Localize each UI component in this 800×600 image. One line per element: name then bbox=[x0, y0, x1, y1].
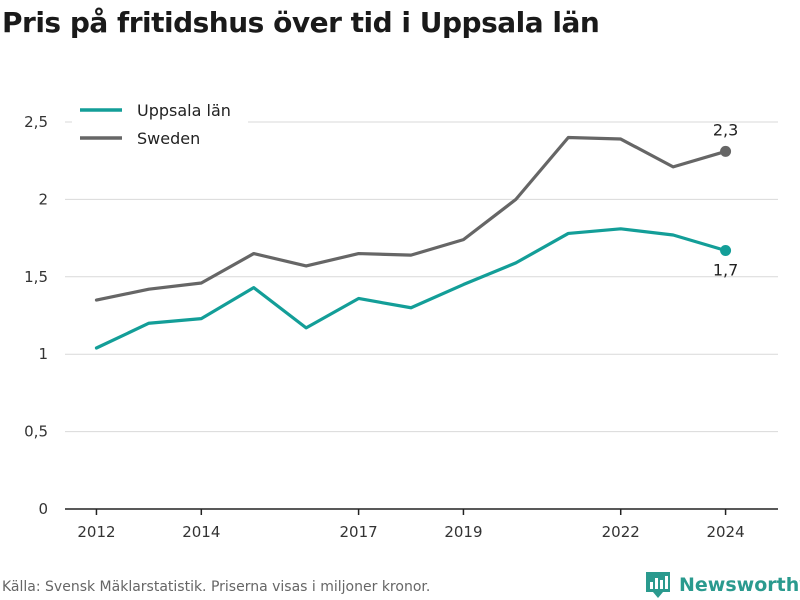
series-line-uppsala-län bbox=[94, 227, 728, 350]
legend-label[interactable]: Uppsala län bbox=[137, 101, 231, 120]
y-tick-label: 2,5 bbox=[24, 113, 48, 131]
y-tick-label: 1 bbox=[38, 345, 48, 363]
end-value-label: 2,3 bbox=[713, 120, 738, 139]
y-tick-labels: 0 0,5 1 1,5 2 2,5 bbox=[24, 113, 48, 518]
end-point bbox=[720, 145, 732, 157]
end-value-label: 1,7 bbox=[713, 260, 738, 279]
x-tick-label: 2019 bbox=[444, 523, 482, 541]
end-point bbox=[720, 244, 732, 256]
x-tick-label: 2012 bbox=[77, 523, 115, 541]
legend: Uppsala län Sweden bbox=[72, 98, 248, 152]
y-tick-label: 0 bbox=[38, 500, 48, 518]
x-tick-label: 2017 bbox=[339, 523, 377, 541]
source-note: Källa: Svensk Mäklarstatistik. Priserna … bbox=[2, 579, 431, 595]
brand-logo[interactable]: Newsworthy bbox=[645, 570, 800, 600]
x-tick-label: 2024 bbox=[706, 523, 744, 541]
chart-title: Pris på fritidshus över tid i Uppsala lä… bbox=[2, 6, 600, 39]
legend-background bbox=[72, 98, 248, 152]
gridlines bbox=[65, 121, 778, 433]
y-tick-label: 2 bbox=[38, 190, 48, 208]
x-tick-label: 2014 bbox=[182, 523, 220, 541]
series-line-sweden bbox=[94, 135, 728, 302]
y-tick-label: 0,5 bbox=[24, 423, 48, 441]
x-tick-label: 2022 bbox=[602, 523, 640, 541]
brand-name: Newsworthy bbox=[679, 574, 800, 596]
bar-chart-logo-icon bbox=[646, 572, 670, 598]
y-tick-label: 1,5 bbox=[24, 268, 48, 286]
series-lines: 1,7 2,3 bbox=[94, 120, 738, 350]
x-axis bbox=[65, 508, 778, 515]
x-tick-labels: 2012 2014 2017 2019 2022 2024 bbox=[77, 523, 744, 541]
legend-label[interactable]: Sweden bbox=[137, 129, 200, 148]
